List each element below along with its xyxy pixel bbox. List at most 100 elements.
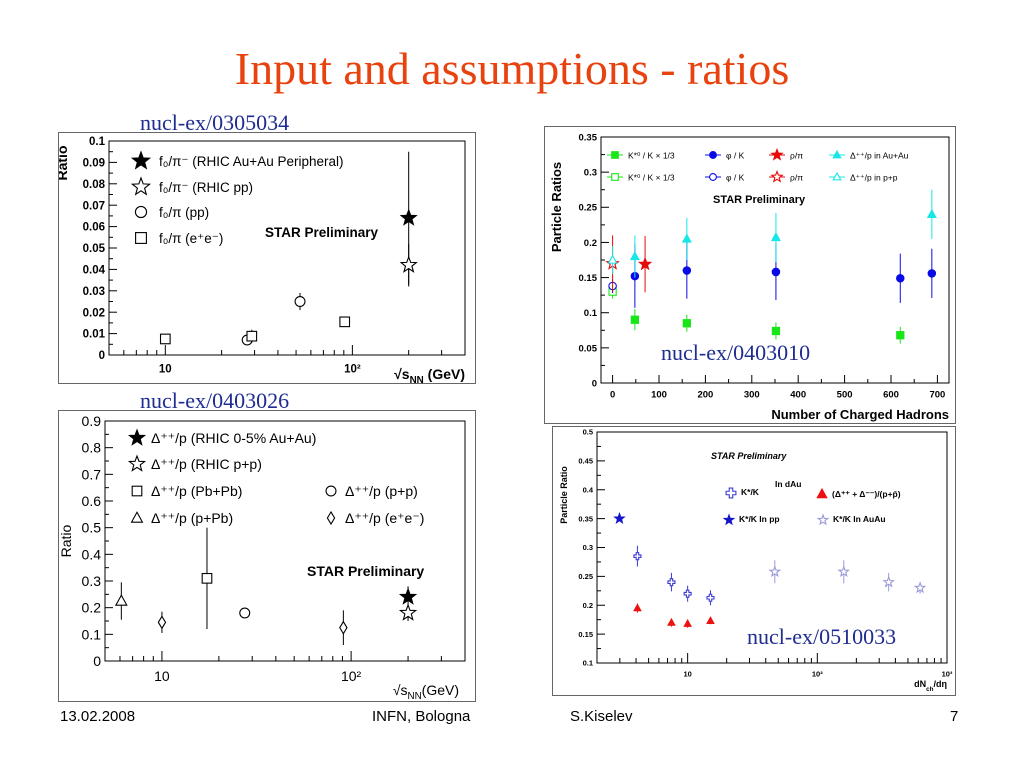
legend-label: K*⁰ / K × 1/3: [628, 173, 675, 183]
series-3: [629, 189, 937, 278]
series-1: [398, 603, 418, 621]
legend-label: φ / K: [726, 173, 745, 183]
x-tick-label: 100: [651, 390, 667, 401]
data-point: [399, 208, 418, 226]
y-tick-label: 0.06: [83, 222, 105, 234]
y-axis-label: Ratio: [59, 146, 70, 181]
data-point: [706, 616, 715, 624]
series-1: [630, 242, 937, 308]
y-axis-label: Particle Ratio: [559, 466, 569, 524]
data-point: [114, 594, 128, 606]
footer-author: S.Kiselev: [570, 708, 633, 725]
legend-marker: [611, 173, 619, 181]
series-2: [201, 527, 213, 629]
data-point: [896, 331, 905, 340]
y-tick-label: 0: [592, 378, 597, 389]
legend-label: Δ⁺⁺/p (RHIC 0-5% Au+Au): [151, 430, 316, 446]
y-tick-label: 0.5: [583, 428, 593, 437]
legend-label: φ / K: [726, 151, 745, 161]
footer-venue: INFN, Bologna: [372, 708, 471, 725]
y-tick-label: 0.1: [583, 659, 593, 668]
y-tick-label: 0.6: [82, 493, 102, 509]
y-tick-label: 0.3: [583, 543, 593, 552]
series-5: [157, 610, 348, 645]
y-tick-label: 0.7: [82, 466, 102, 482]
x-tick-label: 400: [790, 390, 806, 401]
data-point: [157, 615, 167, 630]
legend-marker: [325, 485, 337, 497]
x-tick-label: 500: [837, 390, 853, 401]
x-tick-label: 10: [159, 364, 172, 376]
x-tick-label: 10²: [812, 670, 823, 679]
data-point: [882, 575, 895, 588]
legend-marker: [816, 513, 830, 526]
y-tick-label: 0.3: [584, 168, 597, 179]
legend-marker: [832, 171, 842, 181]
x-tick-label: 10²: [341, 668, 362, 684]
data-point: [339, 620, 348, 635]
y-tick-label: 0.2: [584, 238, 597, 249]
y-tick-label: 0.8: [82, 440, 102, 456]
chart-panel-nch: 0 0.05 0.1 0.15 0.2 0.25 0.3 0.35 0 100 200 300 400 5…: [544, 126, 956, 424]
y-tick-label: 0.09: [83, 158, 105, 170]
y-tick-label: 0.2: [583, 601, 593, 610]
legend-marker: [130, 150, 152, 170]
legend-marker: [770, 169, 784, 183]
data-point: [629, 251, 640, 261]
data-point: [667, 578, 676, 587]
y-tick-label: 0.9: [82, 413, 102, 429]
legend-label: f₀/π⁻ (RHIC Au+Au Peripheral): [159, 154, 344, 169]
y-axis-label: Ratio: [59, 524, 74, 557]
x-tick-label: 10²: [344, 364, 361, 376]
legend-label: (Δ⁺⁺ + Δ⁻⁻)/(p+p̄): [832, 489, 901, 499]
series-3: [239, 607, 251, 619]
data-point: [682, 319, 691, 328]
y-tick-label: 0.4: [82, 546, 102, 562]
data-point: [683, 618, 692, 627]
footer-date: 13.02.2008: [60, 708, 136, 725]
data-point: [239, 607, 251, 619]
y-tick-label: 0.1: [584, 308, 598, 319]
data-point: [613, 512, 626, 524]
y-tick-label: 0.15: [579, 273, 598, 284]
y-tick-label: 0.25: [579, 203, 598, 214]
series-7: [607, 245, 618, 275]
series-0: [630, 309, 905, 344]
y-tick-label: 0.15: [578, 630, 593, 639]
y-tick-label: 0.25: [578, 572, 593, 581]
x-tick-label: 10: [154, 668, 170, 684]
chart-particle-ratios-nch: 0 0.05 0.1 0.15 0.2 0.25 0.3 0.35 0 100 200 300 400 5…: [549, 132, 950, 422]
ref-label-4: nucl-ex/0510033: [745, 624, 899, 650]
star-preliminary-label: STAR Preliminary: [265, 225, 379, 240]
slide-title: Input and assumptions - ratios: [234, 43, 790, 94]
series-3: [768, 560, 927, 594]
x-tick-label: 10: [683, 670, 691, 679]
y-tick-label: 0.4: [583, 485, 594, 494]
chart-f0-ratio: 0 0.01 0.02 0.03 0.04 0.05 0.06 0.07 0.08 0.09 0.1…: [59, 136, 466, 383]
data-point: [913, 581, 927, 594]
x-axis-label: dNch/dη: [914, 679, 947, 693]
x-tick-label: 700: [929, 390, 945, 401]
x-tick-label: 0: [610, 390, 615, 401]
data-point: [683, 589, 692, 598]
y-tick-label: 0.2: [82, 600, 102, 616]
footer-page-number: 7: [950, 708, 959, 725]
legend-marker: [127, 428, 147, 446]
data-point: [771, 267, 781, 277]
legend-marker: [709, 151, 717, 159]
y-tick-label: 0.05: [579, 343, 598, 354]
series-3: [159, 316, 351, 345]
data-point: [294, 295, 306, 308]
x-axis-label: Number of Charged Hadrons: [771, 407, 949, 422]
ref-label-3: nucl-ex/0403010: [659, 340, 813, 366]
y-tick-label: 0.3: [82, 573, 102, 589]
chart-panel-delta: 0 0.1 0.2 0.3 0.4 0.5 0.6 0.7 0.8 0.9 10 10² Ratio √s…: [58, 410, 476, 702]
y-tick-label: 0.45: [578, 457, 593, 466]
legend-label: f₀/π (pp): [159, 205, 209, 220]
data-point: [159, 333, 171, 345]
x-axis-label: √sNN(GeV): [393, 682, 459, 701]
y-tick-label: 0.03: [83, 286, 105, 298]
legend-label: Δ⁺⁺/p (RHIC p+p): [151, 456, 262, 472]
data-point: [706, 593, 715, 602]
data-point: [771, 326, 781, 336]
